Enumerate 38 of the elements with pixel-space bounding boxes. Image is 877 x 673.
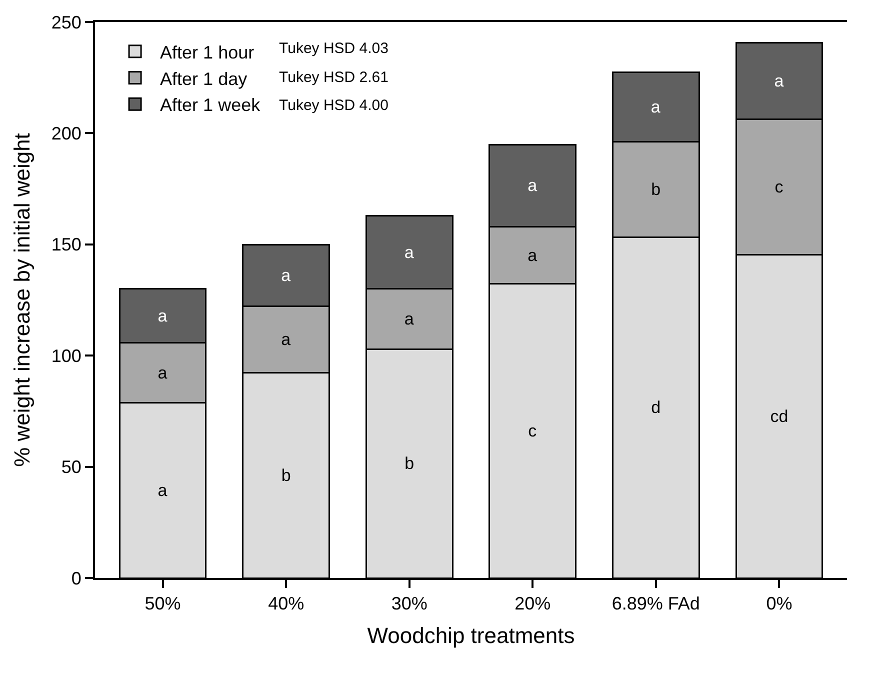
y-tick-label: 100	[51, 346, 82, 366]
x-tick-label: 0%	[766, 594, 792, 614]
data-label: c	[528, 421, 538, 440]
annotation: Tukey HSD 4.03	[279, 40, 388, 57]
data-label: a	[528, 176, 538, 196]
y-tick-label: 50	[61, 457, 82, 478]
data-label: b	[281, 466, 291, 485]
data-label: a	[158, 363, 168, 382]
y-axis-title: % weight increase by initial weight	[10, 133, 35, 467]
x-tick-label: 30%	[391, 594, 428, 614]
data-label: a	[281, 266, 292, 286]
x-tick-label: 40%	[268, 594, 304, 614]
legend-label: After 1 hour	[160, 42, 254, 62]
data-label: a	[404, 242, 414, 262]
legend-label: After 1 week	[160, 95, 262, 116]
y-tick-label: 0	[71, 568, 82, 588]
data-label: a	[158, 306, 168, 326]
y-tick-label: 150	[51, 234, 82, 255]
annotation: Tukey HSD 4.00	[279, 97, 388, 114]
y-tick-label: 250	[51, 12, 82, 32]
data-label: a	[404, 310, 414, 329]
data-label: a	[528, 246, 538, 265]
data-label: d	[651, 398, 661, 418]
data-label: c	[774, 177, 784, 196]
data-label: b	[651, 180, 661, 199]
data-label: a	[650, 97, 661, 116]
x-tick-label: 50%	[144, 594, 181, 614]
legend-label: After 1 day	[160, 68, 248, 89]
data-label: a	[774, 72, 784, 91]
x-tick-label: 20%	[514, 594, 551, 614]
y-tick-label: 200	[51, 124, 82, 144]
data-label: a	[158, 480, 168, 500]
annotation: Tukey HSD 2.61	[279, 69, 388, 86]
x-axis-title: Woodchip treatments	[367, 623, 575, 648]
data-label: a	[281, 330, 292, 349]
data-label: cd	[770, 406, 788, 426]
data-label: b	[404, 454, 414, 474]
x-tick-label: 6.89% FAd	[612, 594, 700, 614]
